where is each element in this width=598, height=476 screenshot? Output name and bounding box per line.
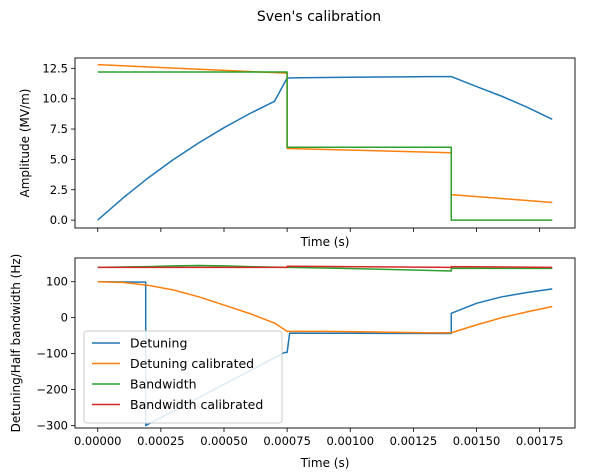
amplitude-y-tick-label: 7.5 xyxy=(50,122,68,136)
amplitude-ticks: 0.0 2.5 5.0 7.5 10.0 12.5 xyxy=(42,61,541,232)
amplitude-y-tick-label: 5.0 xyxy=(50,152,68,166)
detuning-x-tick-label: 0.00000 xyxy=(74,434,122,448)
legend-label: Detuning calibrated xyxy=(130,356,254,371)
detuning-series-line-bandwidth-calibrated xyxy=(97,265,553,269)
amplitude-series-line-blue xyxy=(97,75,553,221)
legend-label: Bandwidth calibrated xyxy=(130,397,263,412)
detuning-x-axis-label: Time (s) xyxy=(300,456,350,470)
detuning-x-tick-label: 0.00050 xyxy=(200,434,248,448)
legend-label: Detuning xyxy=(130,336,187,351)
legend-box xyxy=(83,330,283,424)
detuning-y-tick-label: −200 xyxy=(36,383,68,397)
detuning-plot: 0.00000 0.00025 0.00050 0.00075 0.00100 0.001… xyxy=(9,254,576,470)
detuning-ticks: 0.00000 0.00025 0.00050 0.00075 0.00100 0.001… xyxy=(36,275,563,448)
detuning-series-line-detuning-calibrated xyxy=(97,280,553,334)
detuning-plot-frame xyxy=(74,257,576,429)
figure-title: Sven's calibration xyxy=(257,9,381,25)
amplitude-x-axis-label: Time (s) xyxy=(300,235,350,249)
detuning-x-tick-label: 0.00125 xyxy=(390,434,438,448)
amplitude-series-line-green xyxy=(97,71,553,221)
amplitude-y-tick-label: 10.0 xyxy=(42,92,68,106)
detuning-y-tick-label: 100 xyxy=(46,275,68,289)
detuning-x-tick-label: 0.00075 xyxy=(263,434,311,448)
detuning-y-tick-label: −300 xyxy=(36,418,68,432)
amplitude-plot: 0.0 2.5 5.0 7.5 10.0 12.5 Time (s) Amplitude … xyxy=(18,57,576,249)
amplitude-series-group xyxy=(97,63,553,221)
amplitude-y-tick-label: 2.5 xyxy=(50,183,68,197)
detuning-y-axis-label: Detuning/Half bandwidth (Hz) xyxy=(9,254,23,433)
amplitude-series-line-orange xyxy=(97,63,553,204)
detuning-y-tick-label: −100 xyxy=(36,347,68,361)
detuning-x-tick-label: 0.00175 xyxy=(516,434,564,448)
legend-label: Bandwidth xyxy=(130,377,197,392)
detuning-y-tick-label: 0 xyxy=(61,311,68,325)
detuning-x-tick-label: 0.00100 xyxy=(326,434,374,448)
detuning-x-tick-label: 0.00150 xyxy=(453,434,501,448)
amplitude-plot-frame xyxy=(74,57,576,229)
detuning-x-tick-label: 0.00025 xyxy=(137,434,185,448)
amplitude-y-tick-label: 0.0 xyxy=(50,213,68,227)
legend: Detuning Detuning calibrated Bandwidth Band… xyxy=(83,330,283,424)
amplitude-y-tick-label: 12.5 xyxy=(42,61,68,75)
amplitude-y-axis-label: Amplitude (MV/m) xyxy=(18,89,32,198)
